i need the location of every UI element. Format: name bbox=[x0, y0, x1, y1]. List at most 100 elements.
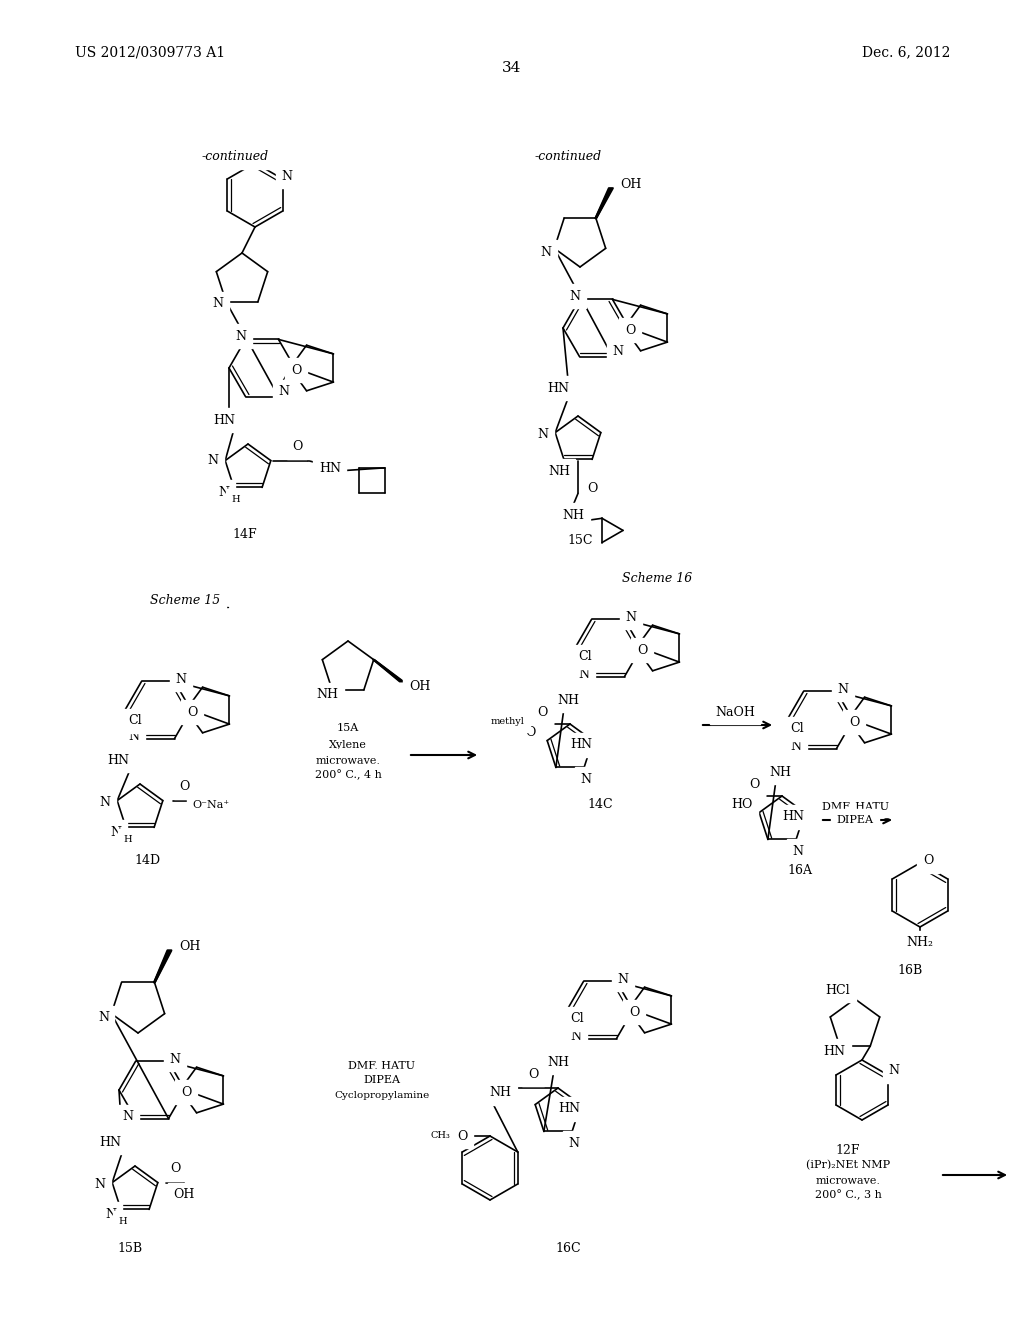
Text: N: N bbox=[128, 730, 139, 743]
Text: CH₃: CH₃ bbox=[430, 1131, 450, 1140]
Text: NH₂: NH₂ bbox=[906, 936, 934, 949]
Text: O: O bbox=[291, 363, 301, 376]
Text: methyl: methyl bbox=[492, 718, 525, 726]
Text: HN: HN bbox=[99, 1135, 121, 1148]
Text: NH: NH bbox=[316, 688, 338, 701]
Text: Dec. 6, 2012: Dec. 6, 2012 bbox=[861, 45, 950, 59]
Text: N: N bbox=[208, 454, 219, 467]
Text: O: O bbox=[749, 777, 759, 791]
Text: 34: 34 bbox=[503, 61, 521, 75]
Text: HN: HN bbox=[106, 754, 129, 767]
Text: NH: NH bbox=[548, 465, 570, 478]
Text: 12F: 12F bbox=[836, 1143, 860, 1156]
Text: Cl: Cl bbox=[129, 714, 142, 727]
Text: NH: NH bbox=[562, 510, 584, 521]
Text: N: N bbox=[790, 741, 801, 754]
Text: O: O bbox=[457, 1130, 467, 1143]
Text: N: N bbox=[569, 290, 580, 302]
Text: NH: NH bbox=[557, 693, 579, 706]
Text: microwave,: microwave, bbox=[315, 755, 381, 766]
Text: N: N bbox=[94, 1177, 105, 1191]
Text: N: N bbox=[98, 1011, 109, 1024]
Text: NH: NH bbox=[547, 1056, 569, 1068]
Text: NH: NH bbox=[769, 766, 791, 779]
Text: N: N bbox=[625, 611, 636, 624]
Text: N: N bbox=[175, 673, 186, 686]
Text: Cl: Cl bbox=[579, 649, 592, 663]
Text: O: O bbox=[179, 780, 190, 793]
Text: N: N bbox=[793, 845, 804, 858]
Text: O: O bbox=[587, 482, 597, 495]
Text: 16B: 16B bbox=[897, 964, 923, 977]
Text: HN: HN bbox=[569, 738, 592, 751]
Text: N: N bbox=[578, 668, 589, 681]
Text: O: O bbox=[181, 1085, 191, 1098]
Text: HN: HN bbox=[823, 1044, 846, 1057]
Text: N: N bbox=[617, 973, 628, 986]
Text: N: N bbox=[581, 774, 592, 785]
Text: O: O bbox=[923, 854, 933, 867]
Text: Cyclopropylamine: Cyclopropylamine bbox=[335, 1090, 430, 1100]
Text: 15B: 15B bbox=[118, 1242, 142, 1254]
Text: Cl: Cl bbox=[570, 1012, 585, 1026]
Text: O: O bbox=[293, 440, 303, 453]
Text: O: O bbox=[525, 726, 536, 738]
Text: 16A: 16A bbox=[787, 863, 812, 876]
Text: OH: OH bbox=[179, 940, 200, 953]
Text: 200° C., 4 h: 200° C., 4 h bbox=[314, 770, 381, 780]
Text: microwave,: microwave, bbox=[815, 1175, 881, 1185]
Text: 200° C., 3 h: 200° C., 3 h bbox=[814, 1189, 882, 1200]
Text: (iPr)₂NEt NMP: (iPr)₂NEt NMP bbox=[806, 1160, 890, 1170]
Text: DIPEA: DIPEA bbox=[364, 1074, 400, 1085]
Text: NH: NH bbox=[489, 1086, 511, 1100]
Text: O: O bbox=[186, 705, 198, 718]
Text: NaOH: NaOH bbox=[715, 705, 755, 718]
Text: N: N bbox=[612, 345, 623, 358]
Text: 15C: 15C bbox=[567, 533, 593, 546]
Text: US 2012/0309773 A1: US 2012/0309773 A1 bbox=[75, 45, 225, 59]
Text: DMF, HATU: DMF, HATU bbox=[348, 1060, 416, 1071]
Text: 15A: 15A bbox=[337, 723, 359, 733]
Text: H: H bbox=[119, 1217, 127, 1226]
Text: O: O bbox=[849, 715, 859, 729]
Text: N: N bbox=[837, 682, 848, 696]
Text: N: N bbox=[278, 385, 289, 399]
Text: N: N bbox=[111, 826, 122, 840]
Text: Scheme 16: Scheme 16 bbox=[622, 572, 692, 585]
Text: 14D: 14D bbox=[135, 854, 161, 866]
Text: HO: HO bbox=[731, 797, 753, 810]
Text: N: N bbox=[122, 1110, 133, 1123]
Text: H: H bbox=[124, 836, 132, 843]
Text: Cl: Cl bbox=[791, 722, 804, 735]
Text: HN: HN bbox=[547, 381, 569, 395]
Text: N: N bbox=[541, 246, 552, 259]
Text: -continued: -continued bbox=[202, 150, 268, 164]
Text: -continued: -continued bbox=[535, 150, 601, 164]
Text: HN: HN bbox=[782, 810, 804, 824]
Text: N: N bbox=[99, 796, 111, 809]
Text: OH: OH bbox=[621, 178, 642, 190]
Text: O: O bbox=[629, 1006, 639, 1019]
Text: N: N bbox=[234, 330, 246, 343]
Text: HN: HN bbox=[558, 1102, 580, 1115]
Text: O: O bbox=[637, 644, 647, 656]
Text: DMF, HATU: DMF, HATU bbox=[821, 801, 889, 810]
Text: O: O bbox=[625, 323, 635, 337]
Text: N: N bbox=[570, 1030, 581, 1043]
Text: N: N bbox=[538, 428, 549, 441]
Text: OH: OH bbox=[173, 1188, 195, 1201]
Text: O: O bbox=[171, 1162, 181, 1175]
Text: O: O bbox=[527, 1068, 539, 1081]
Text: N: N bbox=[218, 486, 229, 499]
Text: H: H bbox=[231, 495, 241, 504]
Text: N: N bbox=[889, 1064, 899, 1077]
Text: 14F: 14F bbox=[232, 528, 257, 541]
Text: N: N bbox=[105, 1208, 117, 1221]
Text: 16C: 16C bbox=[555, 1242, 581, 1254]
Text: 14C: 14C bbox=[587, 799, 612, 812]
Text: N: N bbox=[213, 297, 223, 310]
Text: HCl: HCl bbox=[825, 983, 850, 997]
Text: O⁻Na⁺: O⁻Na⁺ bbox=[193, 800, 229, 809]
Text: N: N bbox=[282, 169, 292, 182]
Text: O: O bbox=[537, 705, 547, 718]
